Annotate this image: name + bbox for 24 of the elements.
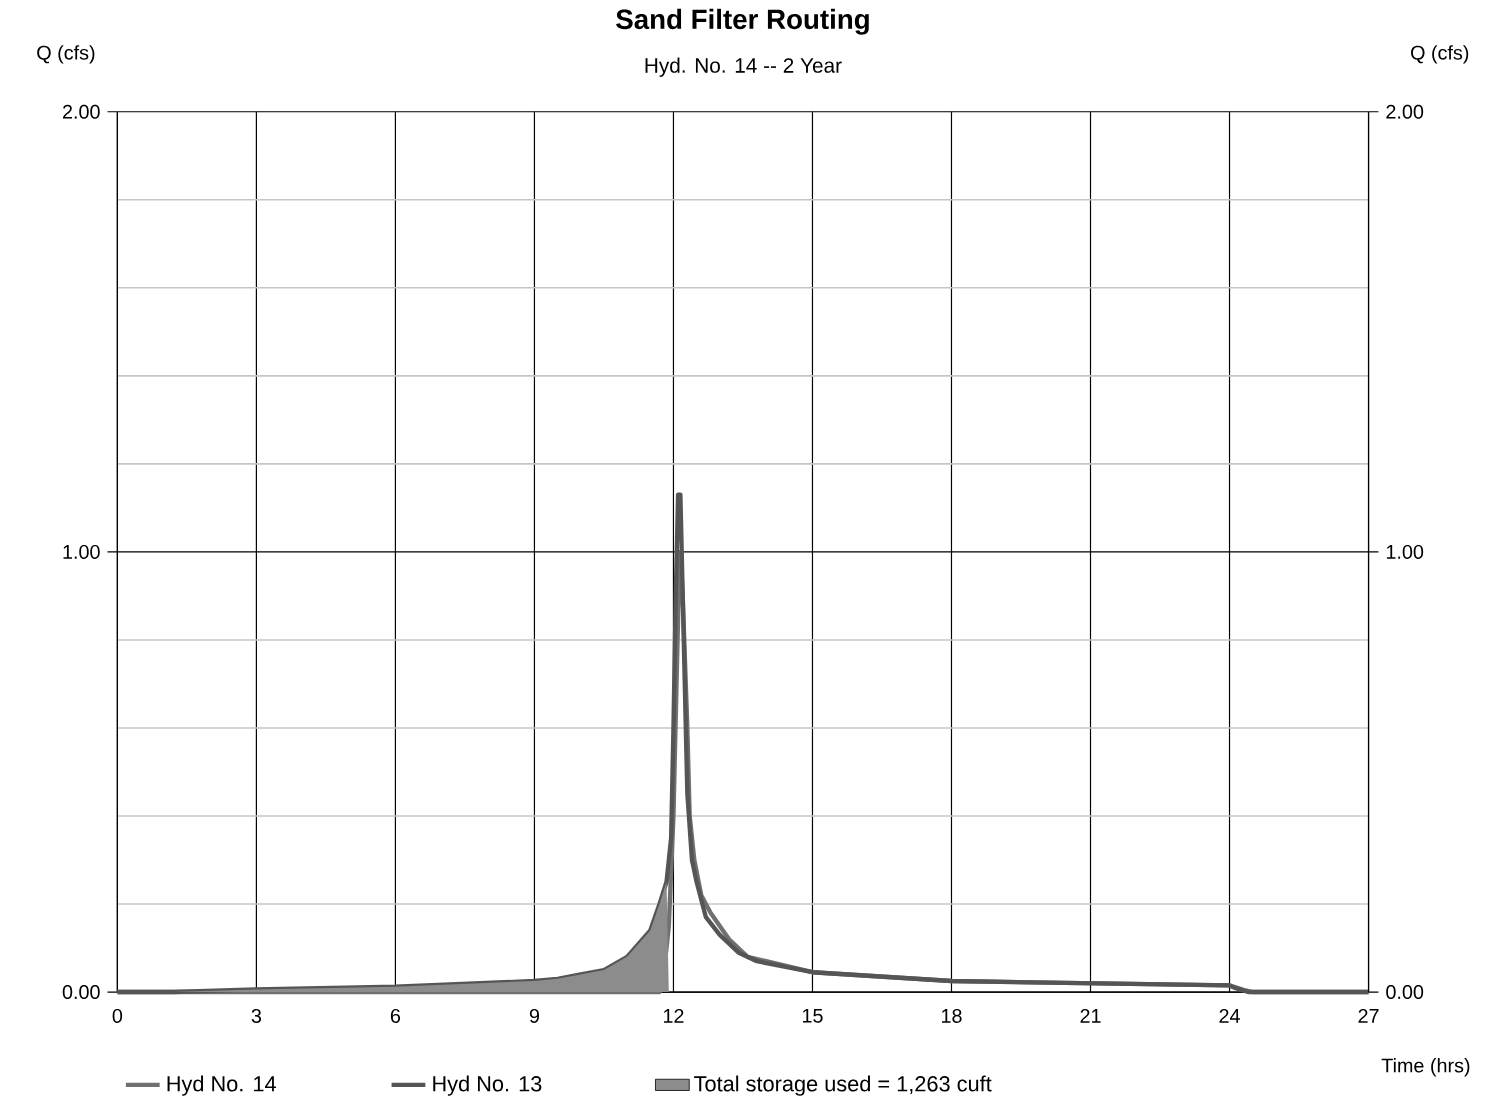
x-tick-label: 27 bbox=[1358, 1009, 1379, 1023]
y2-axis-title: Q (cfs) bbox=[1411, 45, 1469, 64]
chart-title: Sand Filter Routing bbox=[616, 8, 869, 35]
x-tick-label: 24 bbox=[1219, 1009, 1240, 1023]
legend-label: Total storage used = 1,263 cuft bbox=[694, 1075, 992, 1096]
x-tick-label: 15 bbox=[802, 1009, 823, 1023]
x-tick-label: 9 bbox=[529, 1009, 540, 1024]
x-tick-label: 21 bbox=[1080, 1009, 1101, 1023]
y2-tick-label: 1.00 bbox=[1386, 545, 1424, 559]
x-tick-label: 0 bbox=[112, 1009, 123, 1024]
y-axis-title: Q (cfs) bbox=[37, 45, 95, 64]
y-tick-label: 2.00 bbox=[62, 104, 100, 119]
chart-subtitle: Hyd. No. 14 -- 2 Year bbox=[645, 57, 842, 78]
y2-tick-label: 0.00 bbox=[1386, 985, 1424, 1000]
x-tick-label: 12 bbox=[663, 1009, 684, 1023]
x-axis-title: Time (hrs) bbox=[1381, 1058, 1470, 1077]
y-tick-label: 0.00 bbox=[62, 985, 100, 1000]
x-tick-label: 18 bbox=[942, 1009, 962, 1024]
legend-label: Hyd No. 14 bbox=[167, 1075, 276, 1096]
y-tick-label: 1.00 bbox=[63, 545, 100, 559]
y2-tick-label: 2.00 bbox=[1386, 104, 1424, 119]
legend-label: Hyd No. 13 bbox=[433, 1075, 542, 1096]
x-tick-label: 6 bbox=[390, 1009, 401, 1024]
x-tick-label: 3 bbox=[251, 1009, 262, 1024]
